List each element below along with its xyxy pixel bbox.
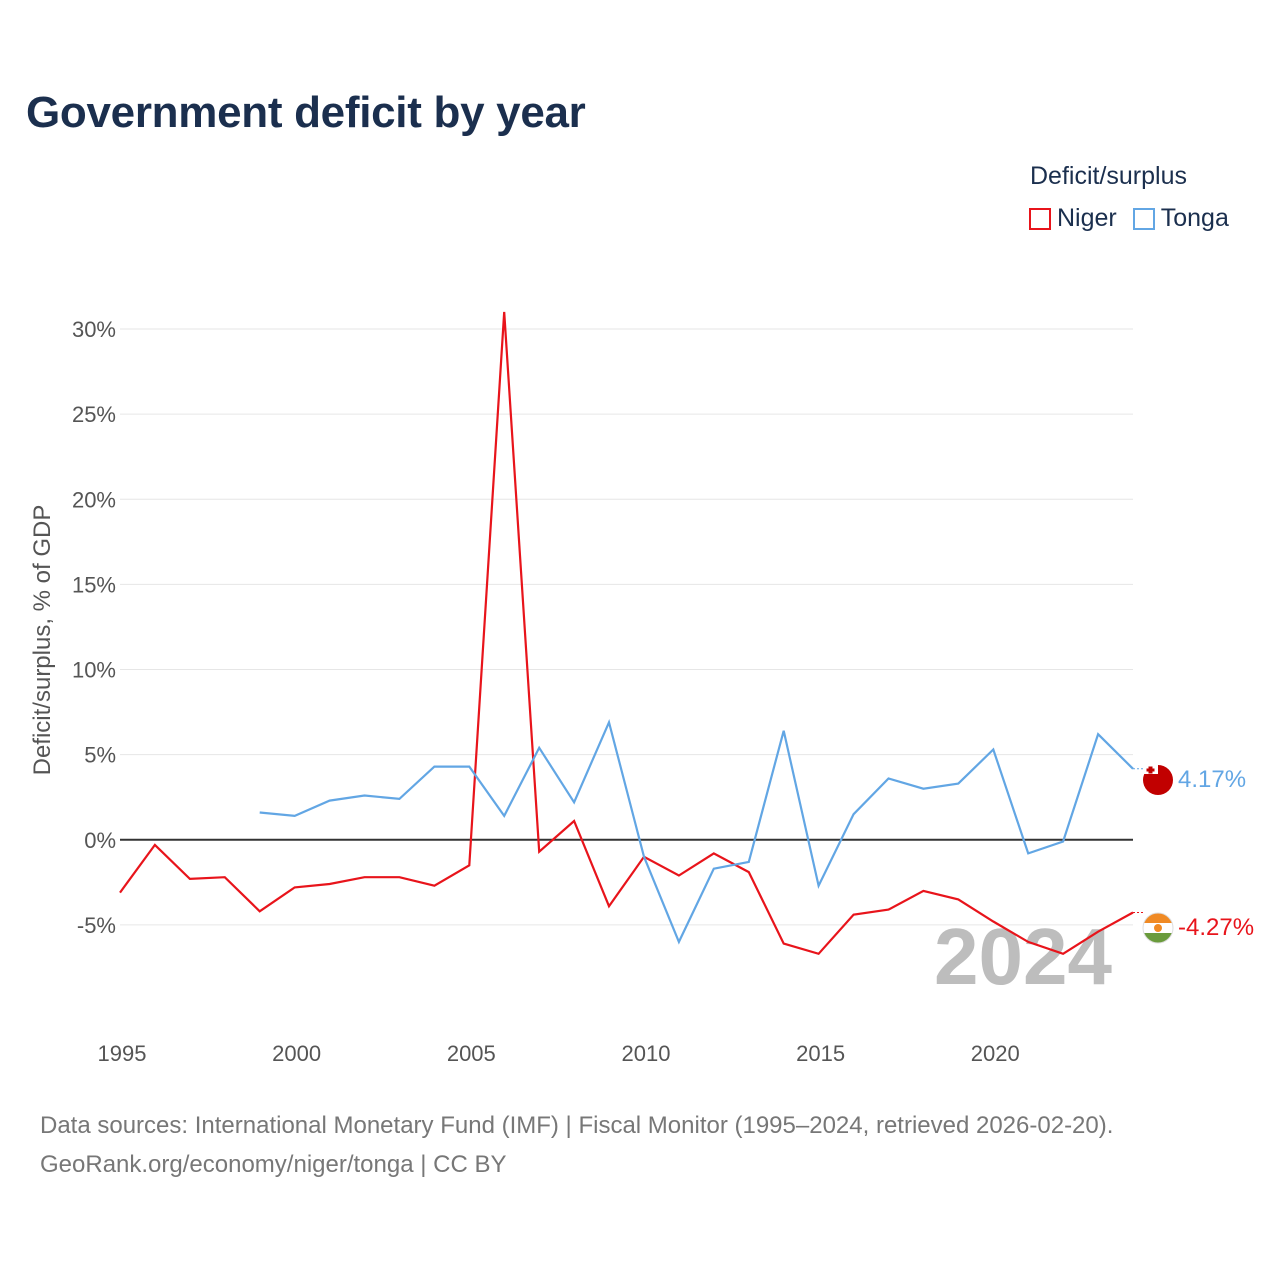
y-tick-label: 5% <box>84 743 116 768</box>
series <box>119 311 1145 956</box>
legend-swatch-tonga <box>1132 207 1155 230</box>
legend-label-tonga: Tonga <box>1160 204 1229 232</box>
legend-item-tonga[interactable]: Tonga <box>1132 204 1229 233</box>
legend: Niger Tonga <box>1029 204 1245 233</box>
chart-title: Government deficit by year <box>26 88 586 137</box>
legend-item-niger[interactable]: Niger <box>1029 204 1117 233</box>
sources-line: Data sources: International Monetary Fun… <box>40 1112 1114 1139</box>
y-axis-label: Deficit/surplus, % of GDP <box>29 505 56 776</box>
tonga-flag-icon <box>1143 765 1173 795</box>
y-tick-label: 25% <box>72 402 116 427</box>
y-axis-ticks: -5% 0% 5% 10% 15% 20% 25% 30% <box>72 317 116 938</box>
x-axis-ticks: 1995 2000 2005 2010 2015 2020 <box>98 1041 1020 1066</box>
sources: Data sources: International Monetary Fun… <box>40 1106 1113 1184</box>
x-tick-label: 2020 <box>971 1041 1020 1066</box>
y-tick-label: 0% <box>84 828 116 853</box>
series-line-tonga[interactable] <box>259 718 1134 945</box>
x-tick-label: 2010 <box>621 1041 670 1066</box>
legend-title: Deficit/surplus <box>1030 162 1187 190</box>
year-watermark: 2024 <box>934 912 1112 1001</box>
legend-swatch-niger <box>1029 207 1051 230</box>
legend-label-niger: Niger <box>1057 204 1117 232</box>
attribution-line: GeoRank.org/economy/niger/tonga | CC BY <box>40 1151 507 1178</box>
end-label-tonga: 4.17% <box>1178 766 1246 793</box>
y-tick-label: 30% <box>72 317 116 342</box>
x-tick-label: 2000 <box>272 1041 321 1066</box>
y-tick-label: -5% <box>77 913 116 938</box>
niger-flag-icon <box>1142 912 1174 944</box>
y-tick-label: 15% <box>72 572 116 597</box>
series-line-niger[interactable] <box>119 311 1134 956</box>
end-markers: 4.17% -4.27% <box>1142 765 1254 944</box>
y-tick-label: 10% <box>72 658 116 683</box>
x-tick-label: 2005 <box>447 1041 496 1066</box>
grid <box>120 328 1133 926</box>
y-tick-label: 20% <box>72 487 116 512</box>
x-tick-label: 2015 <box>796 1041 845 1066</box>
x-tick-label: 1995 <box>98 1041 147 1066</box>
end-label-niger: -4.27% <box>1178 914 1254 941</box>
